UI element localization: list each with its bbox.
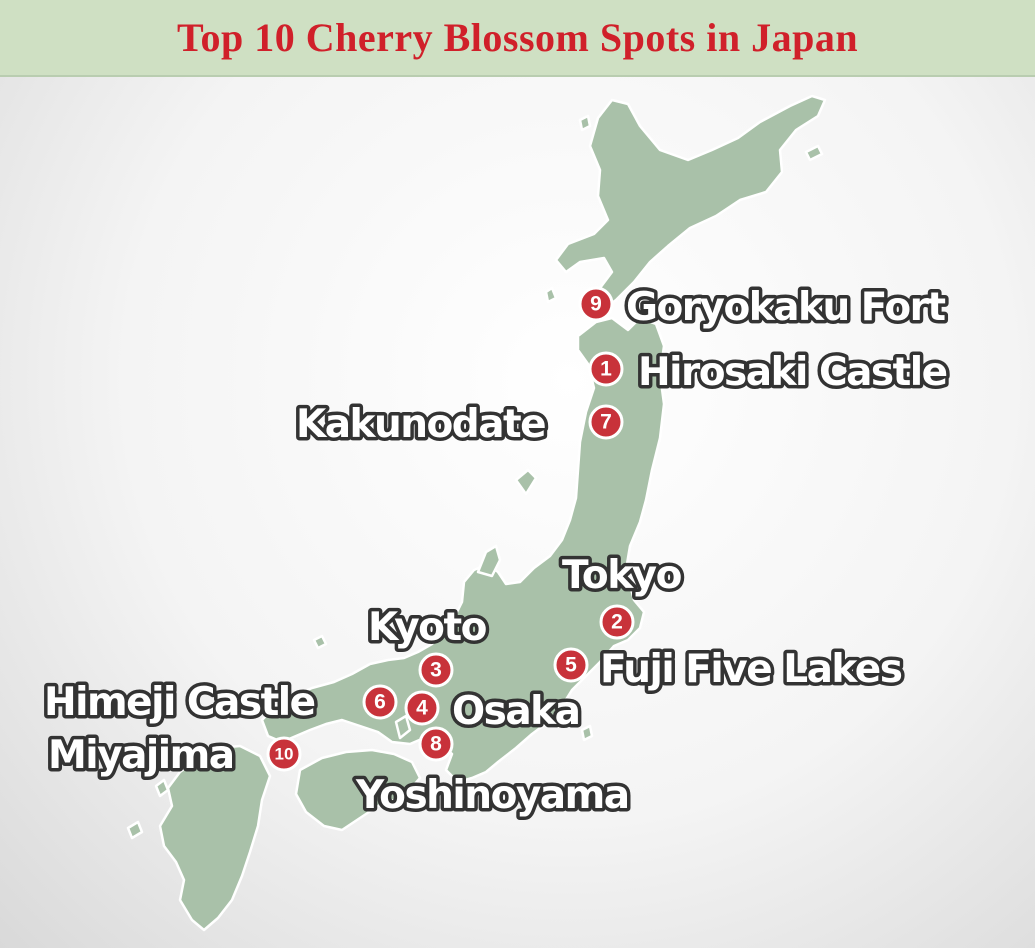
marker-pin [404, 690, 440, 726]
marker-number: 2 [611, 611, 623, 634]
marker-number: 10 [275, 745, 294, 764]
place-label: Goryokaku Fort [626, 285, 945, 330]
marker-number: 5 [565, 654, 577, 677]
marker-number: 9 [590, 293, 602, 316]
rebun-islet [578, 114, 592, 132]
awaji-island [394, 714, 412, 740]
marker-pin [418, 726, 454, 762]
marker-pin [266, 736, 302, 772]
marker-yoshinoyama[interactable]: 8 Yoshinoyama [352, 726, 634, 822]
marker-osaka[interactable]: 4 Osaka [404, 686, 584, 738]
marker-number: 6 [374, 691, 386, 714]
place-label: Kakunodate [296, 402, 545, 447]
marker-goryokaku-fort[interactable]: 9 Goryokaku Fort [578, 282, 950, 334]
place-label: Fuji Five Lakes [600, 647, 902, 692]
place-label: Hirosaki Castle [638, 350, 947, 395]
title-bar: Top 10 Cherry Blossom Spots in Japan [0, 0, 1035, 77]
marker-pin [578, 286, 614, 322]
oki-islet [312, 634, 328, 650]
marker-number: 8 [430, 733, 442, 756]
place-label: Tokyo [562, 553, 682, 598]
marker-fuji-five-lakes[interactable]: 5 Fuji Five Lakes [553, 644, 907, 696]
marker-hirosaki-castle[interactable]: 1 Hirosaki Castle [588, 347, 952, 399]
place-label: Kyoto [368, 605, 487, 650]
marker-tokyo[interactable]: 2 Tokyo [559, 550, 687, 640]
noto-peninsula [476, 544, 502, 578]
place-label: Miyajima [48, 733, 234, 778]
marker-kyoto[interactable]: 3 Kyoto [365, 602, 492, 688]
marker-pin [588, 351, 624, 387]
marker-number: 7 [600, 411, 612, 434]
markers-layer: 9 Goryokaku Fort 1 Hirosaki Castle 7 Kak… [41, 282, 952, 822]
place-label: Osaka [452, 689, 579, 734]
marker-number: 4 [416, 697, 428, 720]
marker-kakunodate[interactable]: 7 Kakunodate [293, 399, 624, 451]
marker-pin [418, 652, 454, 688]
hokkaido-island [554, 94, 827, 314]
kyushu-island [158, 744, 272, 932]
marker-pin [599, 604, 635, 640]
marker-himeji-castle[interactable]: 6 Himeji Castle [41, 677, 398, 729]
tsushima-islet [154, 778, 170, 798]
marker-number: 3 [430, 659, 442, 682]
marker-pin [553, 647, 589, 683]
marker-pin [588, 404, 624, 440]
izu-islet [580, 724, 594, 742]
sado-islet [514, 468, 538, 496]
place-label: Yoshinoyama [355, 773, 629, 818]
marker-number: 1 [600, 358, 612, 381]
kuril-islet [804, 144, 824, 162]
japan-map: 9 Goryokaku Fort 1 Hirosaki Castle 7 Kak… [41, 94, 952, 932]
marker-miyajima[interactable]: 10 Miyajima [45, 730, 302, 782]
marker-pin [362, 684, 398, 720]
place-label: Himeji Castle [44, 680, 315, 725]
goto-islet [126, 820, 144, 840]
okushiri-islet [544, 286, 558, 304]
shikoku-island [294, 748, 422, 832]
map-title: Top 10 Cherry Blossom Spots in Japan [176, 15, 859, 60]
